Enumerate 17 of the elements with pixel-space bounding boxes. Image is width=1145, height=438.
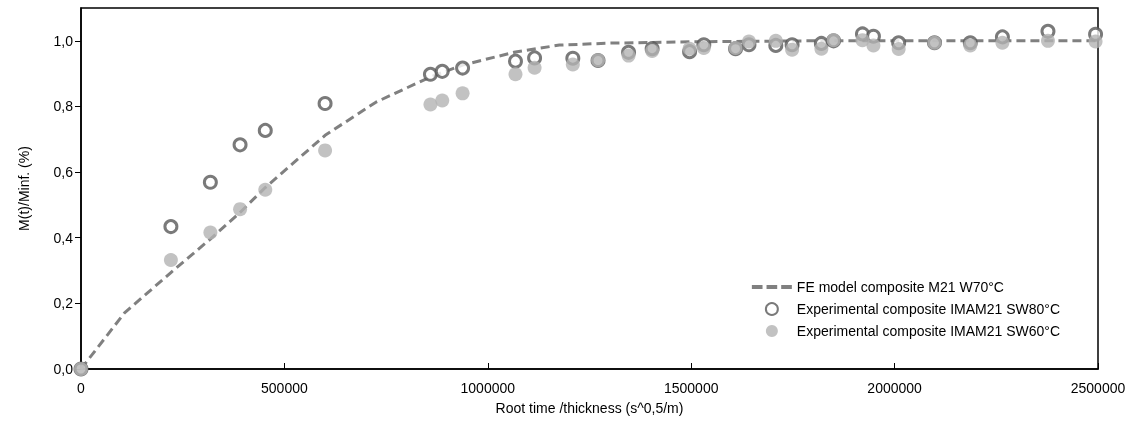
y-axis-title: M(t)/Minf. (%): [16, 146, 32, 231]
y-tick-label: 0,0: [53, 361, 74, 377]
y-tick-label: 0,8: [53, 98, 74, 115]
legend-label: Experimental composite IMAM21 SW60°C: [796, 323, 1060, 339]
legend-label: Experimental composite IMAM21 SW80°C: [796, 301, 1060, 317]
x-tick-label: 0: [77, 380, 86, 396]
x-tick-label: 1500000: [663, 380, 719, 396]
x-tick-label: 2500000: [1070, 380, 1126, 396]
x-tick-label: 1000000: [460, 380, 516, 396]
x-axis-title: Root time /thickness (s^0,5/m): [495, 400, 684, 416]
x-tick-label: 2000000: [867, 380, 923, 396]
y-tick-label: 0,2: [53, 295, 74, 312]
y-tick-label: 0,6: [53, 164, 74, 181]
y-tick-label: 1,0: [53, 32, 74, 49]
legend-label: FE model composite M21 W70°C: [796, 279, 1004, 295]
x-tick-label: 500000: [261, 380, 308, 396]
y-tick-label: 0,4: [53, 229, 74, 246]
